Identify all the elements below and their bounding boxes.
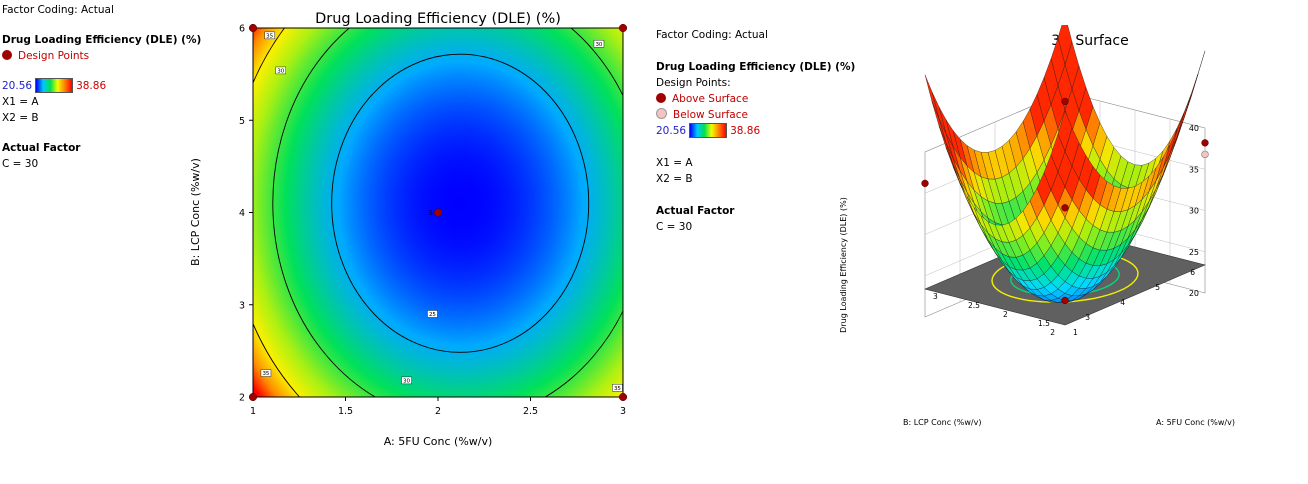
design-point-label: 5 — [429, 210, 433, 217]
above-surface-marker — [656, 93, 666, 103]
design-point — [1201, 139, 1209, 147]
a-tick-label: 3 — [933, 292, 938, 301]
y-tick-label: 2 — [239, 393, 245, 404]
range-low-right: 20.56 — [656, 125, 687, 137]
contour-label-box — [401, 376, 412, 385]
design-point — [248, 392, 258, 402]
x-tick-label: 2.5 — [523, 406, 538, 417]
contour-line — [272, 28, 623, 397]
design-point — [921, 179, 929, 188]
contour-label: 35 — [266, 34, 273, 40]
design-point — [1061, 97, 1069, 106]
y-axis-ticks: 2 3 4 5 6 — [239, 24, 253, 404]
response-name-left: Drug Loading Efficiency (DLE) (%) — [2, 34, 202, 46]
contour-label: 25 — [429, 312, 436, 318]
range-low-left: 20.56 — [2, 80, 33, 92]
contour-label-box — [612, 384, 623, 392]
y-tick-label: 4 — [239, 208, 245, 219]
contour-chart: Drug Loading Efficiency (DLE) (%) 353030… — [189, 11, 628, 448]
color-scale-right — [689, 123, 728, 138]
left-legend: Factor Coding: Actual Drug Loading Effic… — [2, 2, 201, 172]
x-tick-label: 2 — [435, 406, 441, 417]
above-surface-label: Above Surface — [672, 93, 749, 105]
x2-mapping-left: X2 = B — [2, 112, 39, 124]
surface-patch — [924, 74, 940, 119]
a-tick-label: 1.5 — [1038, 319, 1050, 328]
range-high-right: 38.86 — [730, 125, 761, 137]
contour-line — [331, 53, 590, 353]
contour-label: 35 — [262, 371, 269, 377]
contour-title: Drug Loading Efficiency (DLE) (%) — [315, 11, 561, 27]
contour-label-box — [264, 31, 275, 40]
a-tick-label: 1 — [1073, 328, 1078, 337]
actual-factor-left: C = 30 — [2, 158, 39, 170]
x1-mapping-left: X1 = A — [2, 96, 39, 108]
b-axis-label: B: LCP Conc (%w/v) — [903, 418, 981, 427]
b-tick-label: 4 — [1120, 298, 1125, 307]
x2-mapping-right: X2 = B — [656, 173, 693, 185]
actual-factor-title-left: Actual Factor — [2, 142, 81, 154]
factor-coding-left: Factor Coding: Actual — [2, 4, 114, 16]
a-tick-label: 2 — [1003, 310, 1008, 319]
z-tick-label: 40 — [1189, 124, 1199, 133]
right-legend: Factor Coding: Actual Drug Loading Effic… — [656, 27, 855, 235]
contour-label: 30 — [403, 379, 410, 385]
below-surface-point — [1201, 150, 1209, 159]
contour-label: 30 — [595, 42, 602, 48]
below-surface-label: Below Surface — [673, 109, 748, 121]
design-points-title-right: Design Points: — [656, 77, 731, 89]
x1-mapping-right: X1 = A — [656, 157, 693, 169]
b-tick-label: 2 — [1050, 328, 1055, 337]
z-tick-label: 20 — [1189, 289, 1199, 298]
y-tick-label: 3 — [239, 300, 245, 311]
color-scale-left — [35, 78, 74, 93]
x-tick-label: 1.5 — [338, 406, 353, 417]
x-tick-label: 1 — [250, 406, 256, 417]
design-point-marker — [2, 50, 12, 60]
contour-label-box — [275, 66, 286, 75]
z-tick-label: 30 — [1189, 207, 1199, 216]
z-tick-label: 25 — [1189, 248, 1199, 257]
design-point — [1061, 204, 1069, 212]
b-tick-label: 5 — [1155, 283, 1160, 292]
range-high-left: 38.86 — [76, 80, 107, 92]
x-tick-label: 3 — [620, 406, 626, 417]
surface-patch — [1057, 110, 1073, 152]
y-axis-label: B: LCP Conc (%w/v) — [189, 158, 202, 266]
contour-label-box — [593, 39, 605, 48]
y-tick-label: 5 — [239, 116, 245, 127]
contour-lines — [253, 28, 623, 397]
design-point — [433, 208, 443, 217]
design-point — [248, 23, 258, 33]
response-name-right: Drug Loading Efficiency (DLE) (%) — [656, 61, 856, 73]
x-axis-ticks: 1 1.5 2 2.5 3 — [250, 397, 626, 417]
a-tick-label: 2.5 — [968, 301, 980, 310]
design-point — [1061, 296, 1069, 305]
surface-patch — [931, 91, 947, 134]
contour-label: 35 — [614, 386, 621, 392]
y-tick-label: 6 — [239, 24, 245, 35]
design-point — [618, 392, 628, 402]
b-tick-label: 6 — [1190, 268, 1195, 277]
actual-factor-title-right: Actual Factor — [656, 205, 735, 217]
a-axis-label: A: 5FU Conc (%w/v) — [1156, 418, 1235, 427]
contour-labels: 35 30 30 25 30 35 35 — [260, 31, 623, 392]
design-points-label: Design Points — [18, 50, 90, 62]
z-tick-label: 35 — [1189, 165, 1199, 174]
contour-label-box — [427, 310, 438, 318]
contour-label: 30 — [277, 69, 284, 75]
factor-coding-right: Factor Coding: Actual — [656, 29, 768, 41]
below-surface-marker — [656, 108, 667, 119]
b-tick-label: 3 — [1085, 313, 1090, 322]
z-axis-label: Drug Loading Efficiency (DLE) (%) — [839, 197, 848, 333]
actual-factor-right: C = 30 — [656, 221, 693, 233]
x-axis-label: A: 5FU Conc (%w/v) — [384, 435, 493, 448]
design-point — [618, 23, 628, 33]
contour-label-box — [260, 369, 272, 377]
design-points: 5 — [248, 23, 628, 402]
